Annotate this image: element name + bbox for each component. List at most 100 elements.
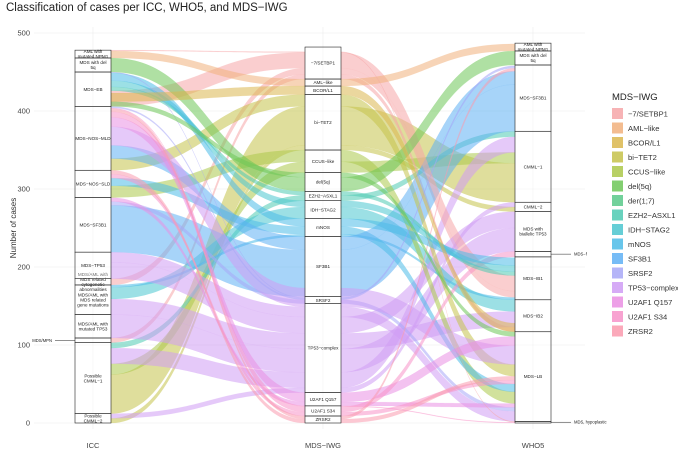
legend-label-ezh2-asxl1: EZH2−ASXL1 xyxy=(628,211,676,220)
stratum-label: mutated TP53 xyxy=(79,326,108,331)
stratum-box-mds-nos-sld xyxy=(74,169,112,198)
stratum-label: biallelic TP53 xyxy=(519,232,547,237)
y-tick-label: 200 xyxy=(17,263,30,272)
stratum-label: MDS−IB2 xyxy=(523,313,543,318)
stratum-box-aml-with-mutated-npm1 xyxy=(514,42,552,52)
legend-swatch-mnos xyxy=(612,238,623,250)
legend-label-idh-stag2: IDH−STAG2 xyxy=(628,226,670,235)
stratum-label: mutated NPM1 xyxy=(78,54,109,59)
legend-label-ccus-like: CCUS−like xyxy=(628,168,665,177)
legend-label-bi-tet2: bi−TET2 xyxy=(628,153,657,162)
legend-label-zrsr2: ZRSR2 xyxy=(628,327,653,336)
legend-swatch-aml-like xyxy=(612,122,623,134)
stratum-label: SF3B1 xyxy=(316,264,330,269)
legend-label-mnos: mNOS xyxy=(628,240,651,249)
legend-label-aml-like: AML−like xyxy=(628,124,659,133)
stratum-box-mds-sf3b1 xyxy=(514,64,552,132)
stratum-label: MDS related xyxy=(80,277,106,282)
legend-swatch-zrsr2 xyxy=(612,325,623,337)
stratum-label: MDS/AML with xyxy=(78,272,109,277)
legend-label-sf3b1: SF3B1 xyxy=(628,255,651,264)
stratum-box-aml-with-mutated-npm1 xyxy=(74,49,112,59)
stratum-box-mds-ib1 xyxy=(514,256,552,301)
stratum-label: MDS related xyxy=(80,297,106,302)
stratum-box-cmml-1 xyxy=(514,130,552,203)
stratum-label: MDS−TP53 xyxy=(81,263,105,268)
stratum-box-tp53-complex xyxy=(304,303,342,393)
legend-swatch-del-5q xyxy=(612,180,623,192)
annotation-label: MDS−f xyxy=(574,252,588,257)
stratum-label: CMML−2 xyxy=(524,205,543,210)
y-tick-label: 100 xyxy=(17,341,30,350)
stratum-label: MDS/AML with xyxy=(78,321,109,326)
x-axis-label-icc: ICC xyxy=(87,441,101,450)
stratum-label: MDS−SF3B1 xyxy=(80,222,107,227)
legend-swatch-u2af1-s34 xyxy=(612,311,623,322)
legend-swatch-bcor-l1 xyxy=(612,137,623,148)
legend-label-del-5q: del(5q) xyxy=(628,182,652,191)
stratum-label: TP53−complex xyxy=(308,346,339,351)
stratum-label: MDS−NOS−MLD xyxy=(75,136,111,141)
stratum-label: 5q xyxy=(90,65,96,70)
stratum-label: CCUS−like xyxy=(312,159,335,164)
stratum-box-mds-mpn xyxy=(74,337,112,343)
stratum-label: MDS−EB xyxy=(83,87,102,92)
stratum-boxes: PossibleCMML−2PossibleCMML−1MDS/MPNMDS/A… xyxy=(32,42,606,425)
stratum-label: AML with xyxy=(84,49,103,54)
stratum-box-mds-sf3b1 xyxy=(74,197,112,253)
legend-label-u2af1-q157: U2AF1 Q157 xyxy=(628,298,672,307)
legend-label-u2af1-s34: U2AF1 S34 xyxy=(628,313,667,322)
stratum-box-mds-with-biallelic-tp53 xyxy=(514,211,552,252)
legend-swatch-srsf2 xyxy=(612,267,623,279)
stratum-label: Possible xyxy=(84,413,102,418)
stratum-label: MDS−NOS−SLD xyxy=(76,182,111,187)
x-axis-label-mds-iwg: MDS−IWG xyxy=(305,441,341,450)
stratum-label: Possible xyxy=(84,373,102,378)
legend-swatch-sf3b1 xyxy=(612,253,623,264)
stratum-label: IDH−STAG2 xyxy=(310,207,336,212)
legend-title: MDS−IWG xyxy=(612,92,658,103)
stratum-label: bi−TET2 xyxy=(314,120,332,125)
stratum-label: ZRSR2 xyxy=(315,417,331,422)
legend-swatch-u2af1-q157 xyxy=(612,296,623,308)
stratum-label: U2AF1 S34 xyxy=(311,409,335,414)
stratum-label: mutated NPM1 xyxy=(518,47,549,52)
stratum-box-mds-ib2 xyxy=(514,299,552,333)
flow-ribbons xyxy=(110,43,516,424)
legend-label-bcor-l1: BCOR/L1 xyxy=(628,139,661,148)
y-tick-label: 0 xyxy=(26,419,30,428)
legend: MDS−IWG −7/SETBP1 AML−like BCOR/L1 bi−TET2 CC… xyxy=(612,92,678,337)
stratum-label: cytogenetic xyxy=(81,282,105,287)
stratum-label: 5q xyxy=(530,58,536,63)
stratum-label: MDS−IB1 xyxy=(523,276,543,281)
annotation-label: MDS/MPN xyxy=(32,338,52,343)
stratum-label: del(5q) xyxy=(316,180,331,185)
stratum-label: U2AF1 Q157 xyxy=(310,397,337,402)
legend-swatch-ezh2-asxl1 xyxy=(612,209,623,221)
stratum-label: MDS/AML with xyxy=(78,292,109,297)
y-tick-label: 400 xyxy=(17,107,30,116)
axes: 0 100 200 300 400 500 ICC MDS−IWG WHO5 xyxy=(17,29,544,451)
stratum-label: BCOR/L1 xyxy=(313,88,333,93)
stratum-label: MDS−SF3B1 xyxy=(520,96,547,101)
stratum-box-mds-nos-mld xyxy=(74,106,112,171)
stratum-label: EZH2−ASXL1 xyxy=(309,194,338,199)
legend-swatch-bi-tet2 xyxy=(612,151,623,163)
legend-label-7-setbp1: −7/SETBP1 xyxy=(628,110,668,119)
stratum-label: CMML−2 xyxy=(84,418,103,423)
stratum-label: MDS with del xyxy=(79,60,106,65)
legend-swatch-tp53-complex xyxy=(612,282,623,293)
stratum-label: CMML−1 xyxy=(524,164,543,169)
legend-label-srsf2: SRSF2 xyxy=(628,269,652,278)
y-tick-label: 500 xyxy=(17,29,30,38)
stratum-box-mds-lb xyxy=(514,331,552,422)
chart-title: Classification of cases per ICC, WHO5, a… xyxy=(6,2,288,14)
stratum-label: MDS with del xyxy=(519,53,546,58)
stratum-box-possible-cmml-1 xyxy=(74,342,112,414)
stratum-label: MDS with xyxy=(523,227,543,232)
stratum-box-sf3b1 xyxy=(304,236,342,297)
stratum-box-mds-f xyxy=(514,251,552,258)
legend-swatch-idh-stag2 xyxy=(612,224,623,235)
legend-swatch-ccus-like xyxy=(612,166,623,177)
